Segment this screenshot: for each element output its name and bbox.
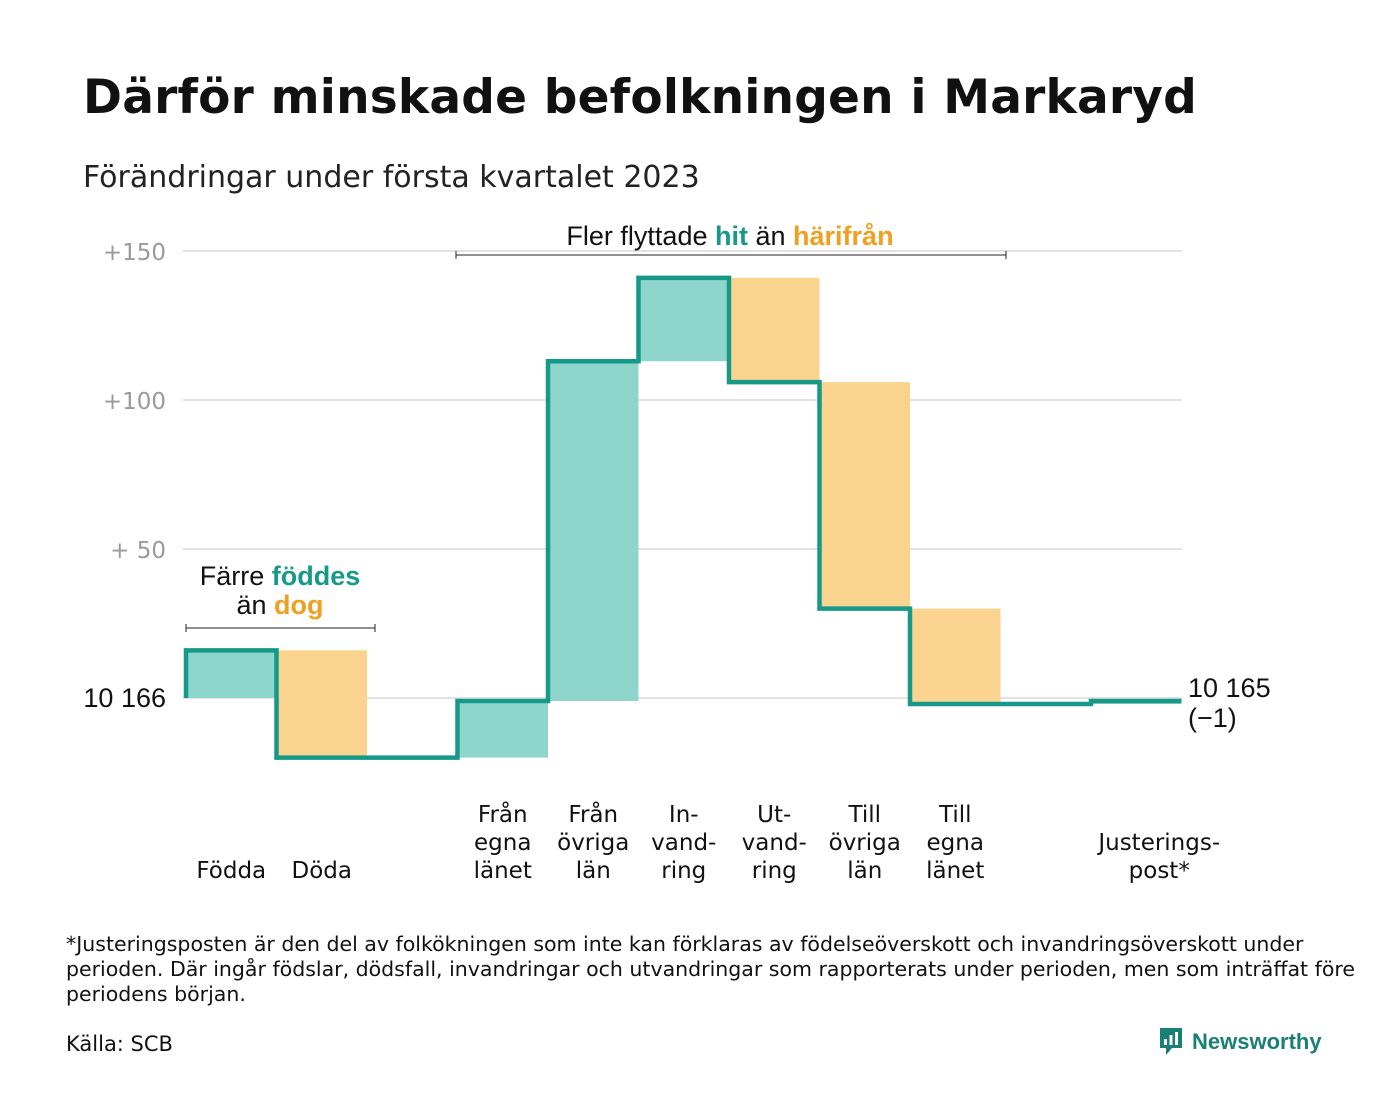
newsworthy-logo-text: Newsworthy [1192, 1029, 1322, 1054]
migration-annotation-harifran: härifrån [793, 221, 894, 251]
waterfall-bar [458, 700, 548, 758]
waterfall-bar [549, 361, 639, 701]
births-annotation-pre2: än [236, 590, 274, 620]
category-label: övriga [557, 830, 629, 856]
births-annotation-highlight: föddes [272, 561, 361, 591]
y-tick-label: +150 [103, 240, 166, 266]
newsworthy-logo: Newsworthy [1158, 1026, 1322, 1058]
category-label: län [576, 858, 611, 884]
category-label: Till [938, 802, 972, 828]
category-label: länet [926, 858, 984, 884]
population-step-line [183, 275, 1182, 760]
newsworthy-logo-icon [1160, 1028, 1182, 1055]
waterfall-bar [187, 650, 277, 698]
waterfall-bar [277, 650, 367, 758]
category-label: egna [474, 830, 531, 856]
source-label: Källa: SCB [66, 1032, 173, 1056]
y-tick-label: + 50 [110, 538, 166, 564]
category-label: vand- [651, 830, 716, 856]
category-label: ring [661, 858, 706, 884]
footnote: *Justeringsposten är den del av folkökni… [66, 932, 1355, 1006]
category-label: övriga [829, 830, 901, 856]
category-label: post* [1129, 858, 1190, 884]
category-label: Ut- [757, 802, 791, 828]
migration-annotation: Fler flyttade hit än härifrån [455, 221, 1007, 259]
svg-text:Fler flyttade hit än härifrån: Fler flyttade hit än härifrån [566, 221, 893, 251]
category-label: länet [474, 858, 532, 884]
category-label: Födda [196, 858, 266, 884]
category-label: egna [927, 830, 984, 856]
category-label: Från [478, 800, 528, 828]
category-label: Justerings- [1096, 830, 1220, 856]
chart-subtitle: Förändringar under första kvartalet 2023 [83, 160, 700, 195]
end-value-label: 10 165 [1188, 673, 1271, 703]
category-label: Till [847, 802, 881, 828]
chart-title: Därför minskade befolkningen i Markaryd [83, 70, 1197, 125]
y-base-label: 10 166 [83, 683, 166, 713]
waterfall-bar [730, 277, 820, 383]
svg-text:än dog: än dog [236, 590, 323, 620]
category-label: Från [568, 800, 618, 828]
births-annotation-pre: Färre [200, 561, 272, 591]
migration-annotation-pre: Fler flyttade [566, 221, 715, 251]
waterfall-bar [639, 277, 729, 362]
category-label: ring [752, 858, 797, 884]
category-label: In- [669, 802, 699, 828]
category-label: vand- [742, 830, 807, 856]
waterfall-bar [820, 382, 910, 609]
migration-annotation-hit: hit [715, 221, 748, 251]
category-label: län [847, 858, 882, 884]
svg-text:Färre föddes: Färre föddes [200, 561, 361, 591]
category-label: Döda [292, 858, 352, 884]
births-annotation-highlight2: dog [274, 590, 323, 620]
waterfall-bar [911, 608, 1001, 704]
y-tick-label: +100 [103, 389, 166, 415]
end-change-label: (−1) [1188, 703, 1237, 733]
births-annotation: Färre föddes än dog [185, 561, 376, 632]
migration-annotation-mid: än [748, 221, 793, 251]
